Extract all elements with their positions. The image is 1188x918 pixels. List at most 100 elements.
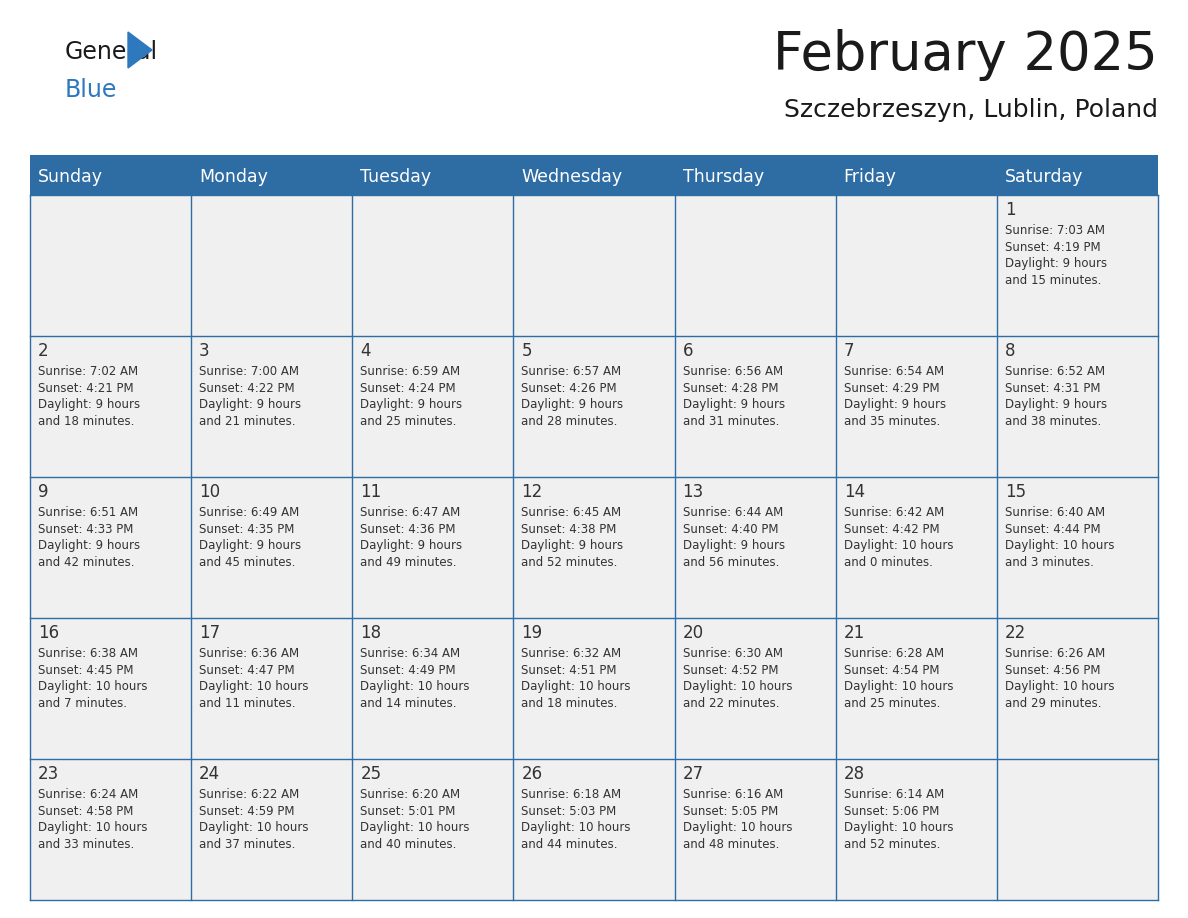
Text: Sunset: 4:36 PM: Sunset: 4:36 PM [360, 522, 456, 535]
Bar [835, 195, 997, 336]
Text: Sunrise: 6:16 AM: Sunrise: 6:16 AM [683, 788, 783, 801]
Text: Daylight: 10 hours: Daylight: 10 hours [200, 680, 309, 693]
Bar [353, 618, 513, 759]
Bar [191, 618, 353, 759]
Text: Sunset: 4:28 PM: Sunset: 4:28 PM [683, 382, 778, 395]
Text: Sunset: 4:44 PM: Sunset: 4:44 PM [1005, 522, 1100, 535]
Text: Sunset: 4:58 PM: Sunset: 4:58 PM [38, 804, 133, 818]
Text: Sunset: 4:49 PM: Sunset: 4:49 PM [360, 664, 456, 677]
Text: 6: 6 [683, 342, 693, 360]
Text: Sunset: 4:40 PM: Sunset: 4:40 PM [683, 522, 778, 535]
Bar [835, 336, 997, 477]
Text: Daylight: 9 hours: Daylight: 9 hours [200, 398, 302, 411]
Text: and 37 minutes.: and 37 minutes. [200, 837, 296, 851]
Text: Monday: Monday [200, 168, 268, 186]
Polygon shape [128, 32, 152, 68]
Text: Sunrise: 6:38 AM: Sunrise: 6:38 AM [38, 647, 138, 660]
Text: Daylight: 10 hours: Daylight: 10 hours [38, 680, 147, 693]
Text: 15: 15 [1005, 483, 1026, 501]
Text: Daylight: 10 hours: Daylight: 10 hours [683, 680, 792, 693]
Bar [30, 159, 191, 195]
Text: Sunrise: 6:32 AM: Sunrise: 6:32 AM [522, 647, 621, 660]
Text: Sunset: 4:38 PM: Sunset: 4:38 PM [522, 522, 617, 535]
Text: Daylight: 9 hours: Daylight: 9 hours [360, 539, 462, 552]
Bar [513, 336, 675, 477]
Bar [191, 759, 353, 900]
Text: Daylight: 9 hours: Daylight: 9 hours [522, 539, 624, 552]
Text: and 3 minutes.: and 3 minutes. [1005, 555, 1094, 568]
Text: 10: 10 [200, 483, 220, 501]
Text: Sunrise: 6:34 AM: Sunrise: 6:34 AM [360, 647, 461, 660]
Bar [997, 195, 1158, 336]
Bar [353, 159, 513, 195]
Text: and 25 minutes.: and 25 minutes. [360, 415, 456, 428]
Text: 22: 22 [1005, 624, 1026, 642]
Text: Daylight: 10 hours: Daylight: 10 hours [1005, 680, 1114, 693]
Text: Sunset: 4:56 PM: Sunset: 4:56 PM [1005, 664, 1100, 677]
Text: Sunset: 4:26 PM: Sunset: 4:26 PM [522, 382, 617, 395]
Bar [353, 336, 513, 477]
Bar [353, 477, 513, 618]
Text: 5: 5 [522, 342, 532, 360]
Text: Sunrise: 6:54 AM: Sunrise: 6:54 AM [843, 365, 943, 378]
Text: Sunset: 5:03 PM: Sunset: 5:03 PM [522, 804, 617, 818]
Text: Tuesday: Tuesday [360, 168, 431, 186]
Text: Sunset: 4:45 PM: Sunset: 4:45 PM [38, 664, 133, 677]
Bar [353, 759, 513, 900]
Text: Sunset: 4:51 PM: Sunset: 4:51 PM [522, 664, 617, 677]
Bar [835, 159, 997, 195]
Text: and 35 minutes.: and 35 minutes. [843, 415, 940, 428]
Text: and 18 minutes.: and 18 minutes. [38, 415, 134, 428]
Text: Friday: Friday [843, 168, 897, 186]
Bar [997, 477, 1158, 618]
Text: Sunrise: 6:47 AM: Sunrise: 6:47 AM [360, 506, 461, 519]
Bar [513, 759, 675, 900]
Text: General: General [65, 40, 158, 64]
Text: Daylight: 10 hours: Daylight: 10 hours [522, 680, 631, 693]
Text: Daylight: 10 hours: Daylight: 10 hours [522, 821, 631, 834]
Bar [30, 759, 191, 900]
Text: and 0 minutes.: and 0 minutes. [843, 555, 933, 568]
Bar [30, 477, 191, 618]
Text: and 49 minutes.: and 49 minutes. [360, 555, 456, 568]
Text: 26: 26 [522, 765, 543, 783]
Text: 12: 12 [522, 483, 543, 501]
Text: 21: 21 [843, 624, 865, 642]
Text: 16: 16 [38, 624, 59, 642]
Text: 17: 17 [200, 624, 220, 642]
Bar [675, 195, 835, 336]
Text: Sunrise: 6:30 AM: Sunrise: 6:30 AM [683, 647, 783, 660]
Text: 8: 8 [1005, 342, 1016, 360]
Text: and 15 minutes.: and 15 minutes. [1005, 274, 1101, 286]
Text: 24: 24 [200, 765, 220, 783]
Text: Sunrise: 6:57 AM: Sunrise: 6:57 AM [522, 365, 621, 378]
Text: Daylight: 10 hours: Daylight: 10 hours [360, 680, 469, 693]
Text: February 2025: February 2025 [773, 29, 1158, 81]
Text: Sunset: 5:01 PM: Sunset: 5:01 PM [360, 804, 456, 818]
Bar [675, 477, 835, 618]
Text: Daylight: 9 hours: Daylight: 9 hours [683, 398, 785, 411]
Text: and 40 minutes.: and 40 minutes. [360, 837, 456, 851]
Text: Thursday: Thursday [683, 168, 764, 186]
Text: Sunrise: 6:40 AM: Sunrise: 6:40 AM [1005, 506, 1105, 519]
Text: Sunset: 4:54 PM: Sunset: 4:54 PM [843, 664, 940, 677]
Text: and 52 minutes.: and 52 minutes. [843, 837, 940, 851]
Text: Sunrise: 6:59 AM: Sunrise: 6:59 AM [360, 365, 461, 378]
Bar [675, 159, 835, 195]
Text: and 28 minutes.: and 28 minutes. [522, 415, 618, 428]
Text: Sunset: 4:19 PM: Sunset: 4:19 PM [1005, 241, 1100, 253]
Text: and 56 minutes.: and 56 minutes. [683, 555, 779, 568]
Text: Sunday: Sunday [38, 168, 103, 186]
Text: Sunrise: 6:49 AM: Sunrise: 6:49 AM [200, 506, 299, 519]
Text: Daylight: 9 hours: Daylight: 9 hours [683, 539, 785, 552]
Bar [30, 336, 191, 477]
Text: Daylight: 9 hours: Daylight: 9 hours [1005, 257, 1107, 270]
Text: 23: 23 [38, 765, 59, 783]
Text: and 22 minutes.: and 22 minutes. [683, 697, 779, 710]
Text: and 7 minutes.: and 7 minutes. [38, 697, 127, 710]
Text: Sunrise: 7:03 AM: Sunrise: 7:03 AM [1005, 224, 1105, 237]
Text: 19: 19 [522, 624, 543, 642]
Text: Daylight: 10 hours: Daylight: 10 hours [1005, 539, 1114, 552]
Text: and 31 minutes.: and 31 minutes. [683, 415, 779, 428]
Text: Sunrise: 6:22 AM: Sunrise: 6:22 AM [200, 788, 299, 801]
